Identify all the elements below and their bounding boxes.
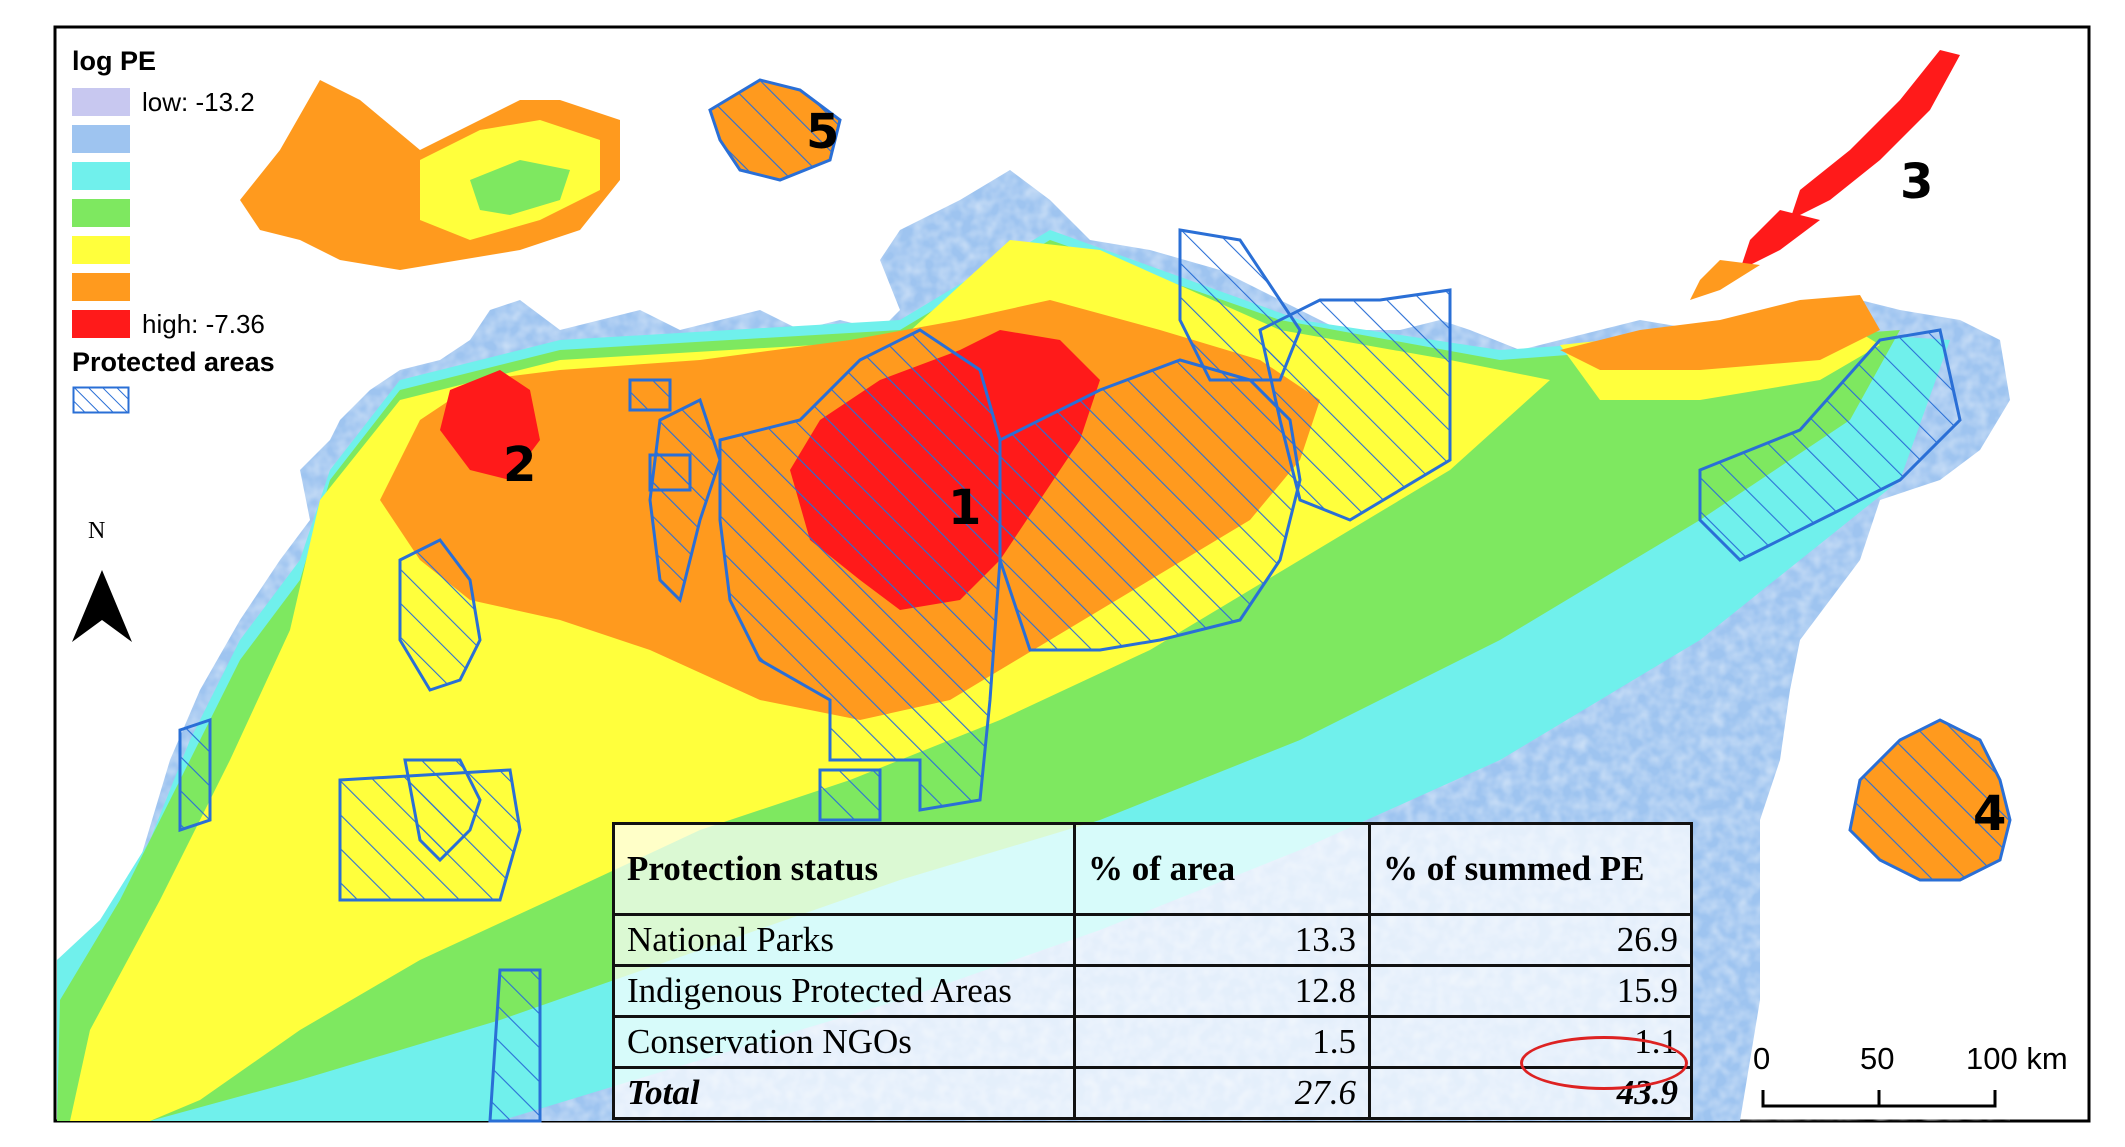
legend-title: log PE [72, 46, 157, 76]
legend-class-row [72, 161, 275, 191]
total-area: 27.6 [1073, 1066, 1371, 1120]
legend-class-row: low: -13.2 [72, 87, 275, 117]
map-legend: log PE low: -13.2 high: -7.36 Protected a… [72, 46, 275, 419]
region-label-4: 4 [1973, 786, 2007, 842]
legend-class-label: low: -13.2 [142, 86, 255, 117]
region-label-2: 2 [503, 437, 537, 493]
protected-area-hatch-swatch [72, 386, 130, 414]
row-status: National Parks [612, 913, 1076, 967]
protected-areas-legend-title: Protected areas [72, 347, 275, 377]
table-total-row: Total 27.6 43.9 [612, 1066, 1693, 1120]
legend-class-row [72, 272, 275, 302]
row-area: 13.3 [1073, 913, 1371, 967]
scale-bar-graphic [1761, 1090, 1997, 1108]
table-header-row: Protection status % of area % of summed … [612, 822, 1693, 916]
legend-color-swatch [72, 236, 130, 264]
header-protection-status: Protection status [612, 822, 1076, 916]
legend-color-swatch [72, 88, 130, 116]
legend-class-row: high: -7.36 [72, 309, 275, 339]
region-label-3: 3 [1900, 154, 1934, 210]
row-area: 12.8 [1073, 964, 1371, 1018]
scale-label-100km: 100 km [1966, 1041, 2068, 1076]
protection-status-table: Protection status % of area % of summed … [612, 822, 1693, 1120]
header-percent-area: % of area [1073, 822, 1371, 916]
table-row: National Parks 13.3 26.9 [612, 913, 1693, 967]
region-label-5: 5 [806, 104, 840, 160]
row-pe: 15.9 [1368, 964, 1693, 1018]
row-area: 1.5 [1073, 1015, 1371, 1069]
row-status: Conservation NGOs [612, 1015, 1076, 1069]
legend-class-label: high: -7.36 [142, 308, 265, 339]
scale-label-50: 50 [1860, 1041, 1895, 1076]
legend-color-swatch [72, 125, 130, 153]
legend-class-row [72, 235, 275, 265]
legend-color-swatch [72, 273, 130, 301]
row-pe: 26.9 [1368, 913, 1693, 967]
total-status: Total [612, 1066, 1076, 1120]
region-label-1: 1 [948, 480, 982, 536]
north-label: N [88, 518, 106, 544]
protected-areas [178, 228, 1962, 1123]
header-percent-summed-pe: % of summed PE [1368, 822, 1693, 916]
total-pe-highlight-ellipse [1520, 1036, 1688, 1090]
legend-color-swatch [72, 310, 130, 338]
scale-label-0: 0 [1753, 1041, 1771, 1076]
legend-class-row [72, 124, 275, 154]
legend-class-row [72, 198, 275, 228]
table-row: Indigenous Protected Areas 12.8 15.9 [612, 964, 1693, 1018]
row-status: Indigenous Protected Areas [612, 964, 1076, 1018]
legend-color-swatch [72, 199, 130, 227]
north-arrow-icon [72, 570, 132, 642]
legend-color-swatch [72, 162, 130, 190]
